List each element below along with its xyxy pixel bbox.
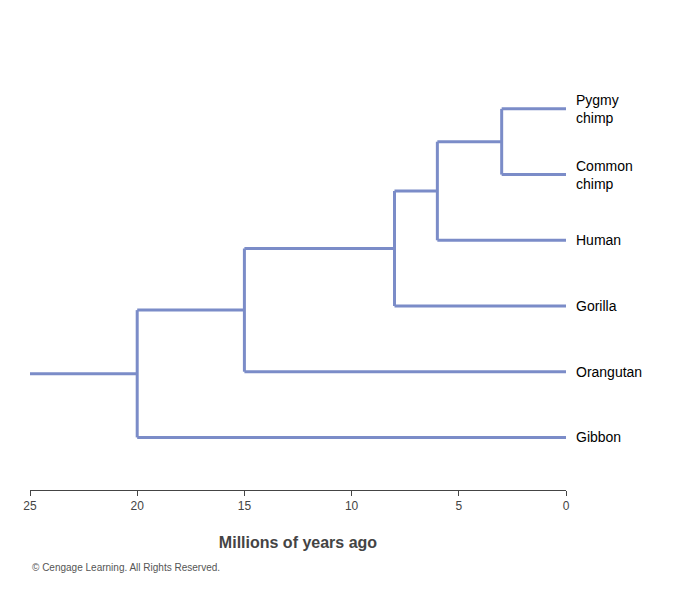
svg-text:0: 0 <box>563 499 570 513</box>
svg-text:Orangutan: Orangutan <box>576 364 642 380</box>
svg-text:Gibbon: Gibbon <box>576 429 621 445</box>
svg-text:10: 10 <box>345 499 359 513</box>
svg-text:25: 25 <box>23 499 37 513</box>
svg-text:Millions of years ago: Millions of years ago <box>219 534 377 551</box>
svg-text:Gorilla: Gorilla <box>576 298 617 314</box>
svg-text:Commonchimp: Commonchimp <box>576 158 633 192</box>
svg-text:Pygmychimp: Pygmychimp <box>576 92 619 126</box>
svg-text:20: 20 <box>131 499 145 513</box>
svg-text:5: 5 <box>455 499 462 513</box>
svg-text:15: 15 <box>238 499 252 513</box>
svg-text:© Cengage Learning. All Rights: © Cengage Learning. All Rights Reserved. <box>32 562 220 573</box>
svg-text:Human: Human <box>576 232 621 248</box>
